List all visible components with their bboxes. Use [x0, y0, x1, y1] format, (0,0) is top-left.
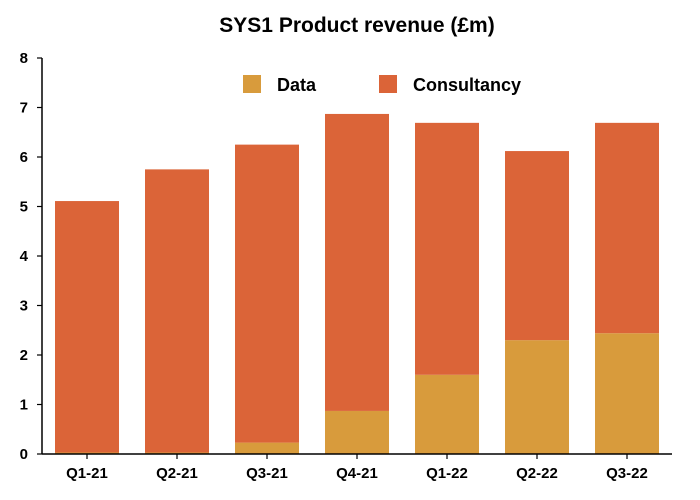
- bar-data-q2-22: [505, 340, 569, 454]
- bar-data-q4-21: [325, 410, 389, 454]
- x-tick-label: Q3-21: [246, 465, 288, 482]
- bar-consultancy-q4-21: [325, 113, 389, 411]
- y-tick-label: 5: [20, 199, 28, 216]
- bar-consultancy-q1-22: [415, 122, 479, 375]
- y-ticks: 0 1 2 3 4 5 6 7 8: [20, 50, 42, 463]
- legend-label-consultancy: Consultancy: [413, 75, 521, 95]
- y-tick-label: 1: [20, 397, 28, 414]
- y-tick-label: 4: [20, 248, 29, 265]
- y-tick-label: 7: [20, 100, 28, 117]
- y-tick-label: 3: [20, 298, 28, 315]
- x-tick-label: Q1-22: [426, 465, 468, 482]
- legend-swatch-data: [243, 75, 261, 93]
- y-tick-label: 6: [20, 149, 28, 166]
- x-tick-label: Q2-21: [156, 465, 198, 482]
- bar-consultancy-q1-21: [55, 201, 119, 453]
- legend-swatch-consultancy: [379, 75, 397, 93]
- bars-layer: [55, 113, 659, 454]
- bar-consultancy-q2-21: [145, 169, 209, 453]
- x-tick-label: Q4-21: [336, 465, 378, 482]
- x-tick-label: Q1-21: [66, 465, 108, 482]
- chart-title: SYS1 Product revenue (£m): [219, 14, 494, 37]
- y-tick-label: 2: [20, 347, 28, 364]
- y-tick-label: 8: [20, 50, 28, 67]
- bar-consultancy-q3-22: [595, 122, 659, 334]
- x-ticks: Q1-21 Q2-21 Q3-21 Q4-21 Q1-22 Q2-22 Q3-22: [66, 454, 648, 482]
- legend-label-data: Data: [277, 75, 317, 95]
- x-tick-label: Q3-22: [606, 465, 648, 482]
- y-tick-label: 0: [20, 446, 28, 463]
- bar-data-q1-22: [415, 374, 479, 454]
- bar-consultancy-q2-22: [505, 151, 569, 341]
- bar-data-q3-22: [595, 333, 659, 454]
- bar-consultancy-q3-21: [235, 144, 299, 443]
- x-tick-label: Q2-22: [516, 465, 558, 482]
- bar-data-q3-21: [235, 442, 299, 454]
- legend: Data Consultancy: [243, 75, 521, 95]
